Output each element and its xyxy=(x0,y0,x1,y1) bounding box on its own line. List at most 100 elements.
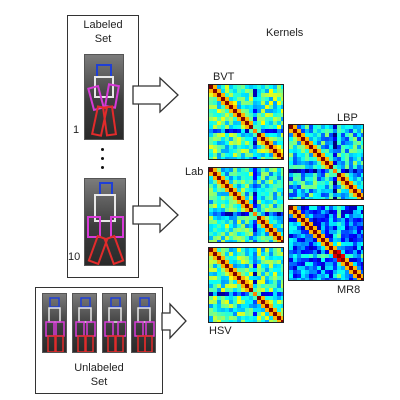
heatmap-cell xyxy=(241,101,246,106)
heatmap-cell xyxy=(237,308,242,313)
heatmap-cell xyxy=(329,214,334,219)
heatmap-cell xyxy=(277,276,282,281)
heatmap-cell xyxy=(313,181,318,186)
heatmap-cell xyxy=(345,157,350,162)
heatmap-cell xyxy=(289,278,294,280)
heatmap-cell xyxy=(225,276,230,281)
heatmap-cell xyxy=(281,137,283,142)
heatmap-cell xyxy=(273,308,278,313)
heatmap-cell xyxy=(237,280,242,285)
heatmap-cell xyxy=(317,250,322,255)
heatmap-cell xyxy=(221,125,226,130)
heatmap-cell xyxy=(221,252,226,257)
heatmap-cell xyxy=(337,177,342,182)
heatmap-cell xyxy=(309,234,314,239)
heatmap-cell xyxy=(221,248,226,253)
heatmap-cell xyxy=(281,296,283,301)
heatmap-cell xyxy=(257,125,262,130)
heatmap-cell xyxy=(337,133,342,138)
heatmap-cell xyxy=(221,97,226,102)
heatmap-cell xyxy=(213,252,218,257)
heatmap-cell xyxy=(249,276,254,281)
labeled-index-first: 1 xyxy=(73,124,80,136)
heatmap-cell xyxy=(273,296,278,301)
heatmap-cell xyxy=(305,214,310,219)
heatmap-cell xyxy=(257,133,262,138)
heatmap-cell xyxy=(301,238,306,243)
heatmap-cell xyxy=(253,125,258,130)
heatmap-cell xyxy=(325,149,330,154)
heatmap-cell xyxy=(217,109,222,114)
heatmap-cell xyxy=(217,268,222,273)
heatmap-cell xyxy=(305,250,310,255)
heatmap-cell xyxy=(293,161,298,166)
heatmap-cell xyxy=(225,280,230,285)
heatmap-cell xyxy=(221,320,226,322)
heatmap-cell xyxy=(253,296,258,301)
heatmap-cell xyxy=(253,200,258,205)
heatmap-cell xyxy=(221,176,226,181)
heatmap-cell xyxy=(333,242,338,247)
heatmap-cell xyxy=(301,173,306,178)
heatmap-cell xyxy=(301,226,306,231)
heatmap-cell xyxy=(221,272,226,277)
heatmap-cell xyxy=(353,246,358,251)
heatmap-cell xyxy=(305,157,310,162)
heatmap-cell xyxy=(213,105,218,110)
heatmap-cell xyxy=(233,304,238,309)
heatmap-cell xyxy=(253,304,258,309)
heatmap-cell xyxy=(221,284,226,289)
heatmap-cell xyxy=(245,168,250,173)
heatmap-cell xyxy=(261,308,266,313)
heatmap-cell xyxy=(345,246,350,251)
heatmap-cell xyxy=(269,188,274,193)
heatmap-cell xyxy=(241,292,246,297)
heatmap-cell xyxy=(357,153,362,158)
heatmap-cell xyxy=(309,173,314,178)
heatmap-cell xyxy=(357,258,362,263)
heatmap-cell xyxy=(357,278,362,280)
heatmap-cell xyxy=(357,157,362,162)
heatmap-cell xyxy=(281,125,283,130)
heatmap-cell xyxy=(317,173,322,178)
heatmap-cell xyxy=(253,133,258,138)
heatmap-cell xyxy=(273,252,278,257)
heatmap-cell xyxy=(313,262,318,267)
heatmap-cell xyxy=(217,288,222,293)
heatmap-cell xyxy=(265,292,270,297)
heatmap-cell xyxy=(333,226,338,231)
heatmap-cell xyxy=(313,242,318,247)
heatmap-cell xyxy=(321,242,326,247)
heatmap-cell xyxy=(221,232,226,237)
heatmap-cell xyxy=(213,93,218,98)
heatmap-cell xyxy=(333,125,338,130)
heatmap-cell xyxy=(293,189,298,194)
heatmap-cell xyxy=(289,145,294,150)
heatmap-cell xyxy=(217,200,222,205)
heatmap-cell xyxy=(221,208,226,213)
heatmap-cell xyxy=(237,228,242,233)
heatmap-cell xyxy=(317,149,322,154)
heatmap-cell xyxy=(297,169,302,174)
heatmap-cell xyxy=(309,157,314,162)
heatmap-cell xyxy=(341,210,346,215)
heatmap-cell xyxy=(301,141,306,146)
heatmap-cell xyxy=(241,85,246,90)
heatmap-cell xyxy=(221,133,226,138)
heatmap-cell xyxy=(217,312,222,317)
heatmap-cell xyxy=(317,246,322,251)
heatmap-cell xyxy=(273,149,278,154)
heatmap-cell xyxy=(261,224,266,229)
heatmap-cell xyxy=(233,180,238,185)
heatmap-cell xyxy=(321,125,326,130)
heatmap-cell xyxy=(229,216,234,221)
heatmap-cell xyxy=(249,268,254,273)
heatmap-cell xyxy=(241,188,246,193)
heatmap-cell xyxy=(245,176,250,181)
heatmap-cell xyxy=(353,185,358,190)
heatmap-cell xyxy=(261,149,266,154)
heatmap-cell xyxy=(293,181,298,186)
heatmap-cell xyxy=(329,242,334,247)
heatmap-cell xyxy=(281,145,283,150)
heatmap-cell xyxy=(213,85,218,90)
